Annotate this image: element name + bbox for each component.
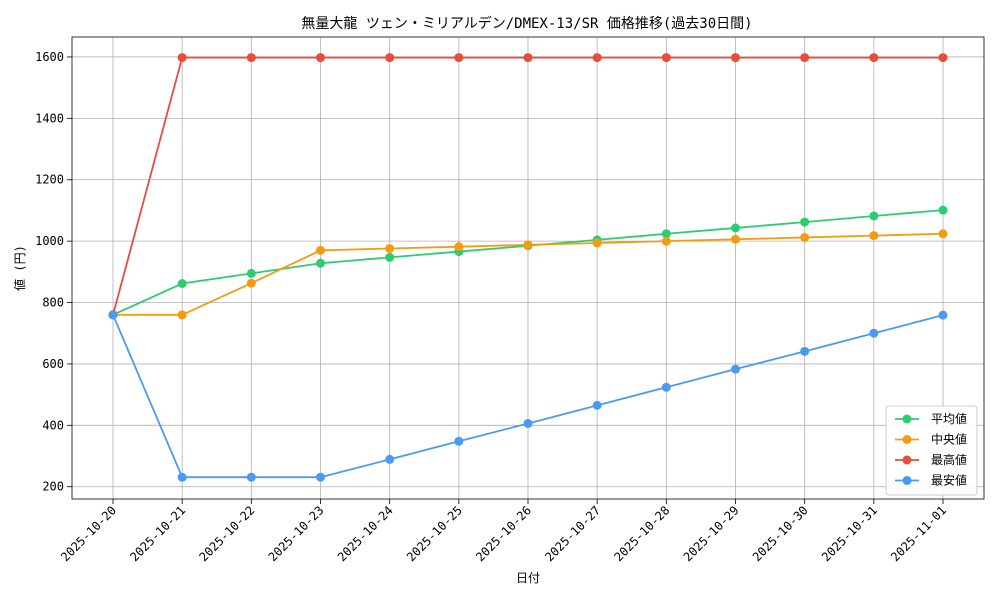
y-axis-label: 値 (円): [12, 245, 27, 291]
data-point: [246, 268, 256, 278]
data-point: [869, 328, 879, 338]
data-point: [869, 211, 879, 221]
data-point: [938, 53, 948, 63]
data-point: [454, 53, 464, 63]
chart-title: 無量大龍 ツェン・ミリアルデン/DMEX-13/SR 価格推移(過去30日間): [301, 15, 752, 32]
data-point: [731, 234, 740, 244]
data-point: [731, 364, 740, 374]
x-axis-ticks: 2025-10-20 2025-10-21 2025-10-22 2025-10-23…: [58, 499, 949, 564]
data-point: [661, 236, 671, 246]
series-layer: [108, 53, 948, 482]
series-3: [108, 53, 948, 320]
data-point: [385, 244, 395, 254]
y-tick-label: 1000: [35, 234, 64, 248]
y-axis-ticks: 200 400 600 800 1000 1200 1400 1600: [35, 50, 72, 494]
legend-marker: [902, 455, 912, 465]
x-axis-label: 日付: [516, 571, 540, 585]
data-point: [523, 418, 533, 428]
y-tick-label: 200: [42, 480, 64, 494]
data-point: [177, 53, 187, 63]
data-point: [938, 310, 948, 320]
x-tick-label: 2025-10-22: [196, 503, 257, 564]
legend-item: 平均値: [895, 411, 967, 426]
x-tick-label: 2025-10-29: [681, 503, 742, 564]
data-point: [177, 310, 187, 320]
data-point: [385, 252, 395, 262]
data-point: [938, 229, 948, 239]
data-point: [108, 310, 118, 320]
data-point: [177, 472, 187, 482]
y-tick-label: 600: [42, 357, 64, 371]
x-tick-label: 2025-10-20: [58, 503, 119, 564]
data-point: [661, 382, 671, 392]
data-point: [246, 53, 256, 63]
x-tick-label: 2025-10-21: [127, 503, 188, 564]
data-point: [523, 53, 533, 63]
legend-marker: [902, 435, 912, 444]
legend-label: 平均値: [931, 411, 967, 426]
x-tick-label: 2025-11-01: [888, 503, 949, 564]
data-point: [800, 232, 810, 242]
data-point: [800, 53, 810, 63]
x-tick-label: 2025-10-26: [473, 503, 534, 564]
data-point: [592, 238, 602, 248]
legend-marker: [902, 414, 912, 424]
data-point: [316, 258, 325, 268]
legend-label: 中央値: [931, 432, 967, 447]
data-point: [661, 229, 671, 239]
legend-marker: [902, 476, 912, 485]
data-point: [523, 240, 533, 250]
legend-item: 最安値: [895, 473, 967, 488]
data-point: [661, 53, 671, 63]
data-point: [385, 454, 395, 464]
data-point: [800, 346, 810, 356]
y-tick-label: 800: [42, 296, 64, 310]
legend-label: 最高値: [931, 452, 967, 467]
x-tick-label: 2025-10-31: [819, 503, 880, 564]
legend-box: [885, 405, 978, 496]
x-tick-label: 2025-10-27: [542, 503, 603, 564]
data-point: [177, 279, 187, 289]
data-point: [385, 53, 395, 63]
data-point: [938, 205, 948, 215]
data-point: [592, 53, 602, 63]
data-point: [316, 53, 325, 63]
y-tick-label: 1400: [35, 111, 64, 125]
data-point: [869, 53, 879, 63]
data-point: [316, 245, 325, 255]
x-tick-label: 2025-10-24: [335, 503, 396, 564]
y-tick-label: 1600: [35, 50, 64, 64]
data-point: [592, 400, 602, 410]
legend-label: 最安値: [931, 473, 967, 488]
grid-lines: [72, 37, 984, 499]
data-point: [246, 278, 256, 288]
data-point: [246, 472, 256, 482]
data-point: [869, 231, 879, 241]
x-tick-label: 2025-10-23: [266, 503, 327, 564]
series-4: [108, 310, 948, 482]
legend-item: 最高値: [895, 452, 967, 467]
y-tick-label: 1200: [35, 173, 64, 187]
data-point: [454, 242, 464, 252]
legend-item: 中央値: [895, 432, 967, 447]
data-point: [731, 53, 740, 63]
data-point: [800, 217, 810, 227]
data-point: [731, 223, 740, 233]
data-point: [316, 472, 325, 482]
x-tick-label: 2025-10-25: [404, 503, 465, 564]
data-point: [454, 436, 464, 446]
x-tick-label: 2025-10-28: [611, 503, 672, 564]
x-tick-label: 2025-10-30: [750, 503, 811, 564]
y-tick-label: 400: [42, 418, 64, 432]
